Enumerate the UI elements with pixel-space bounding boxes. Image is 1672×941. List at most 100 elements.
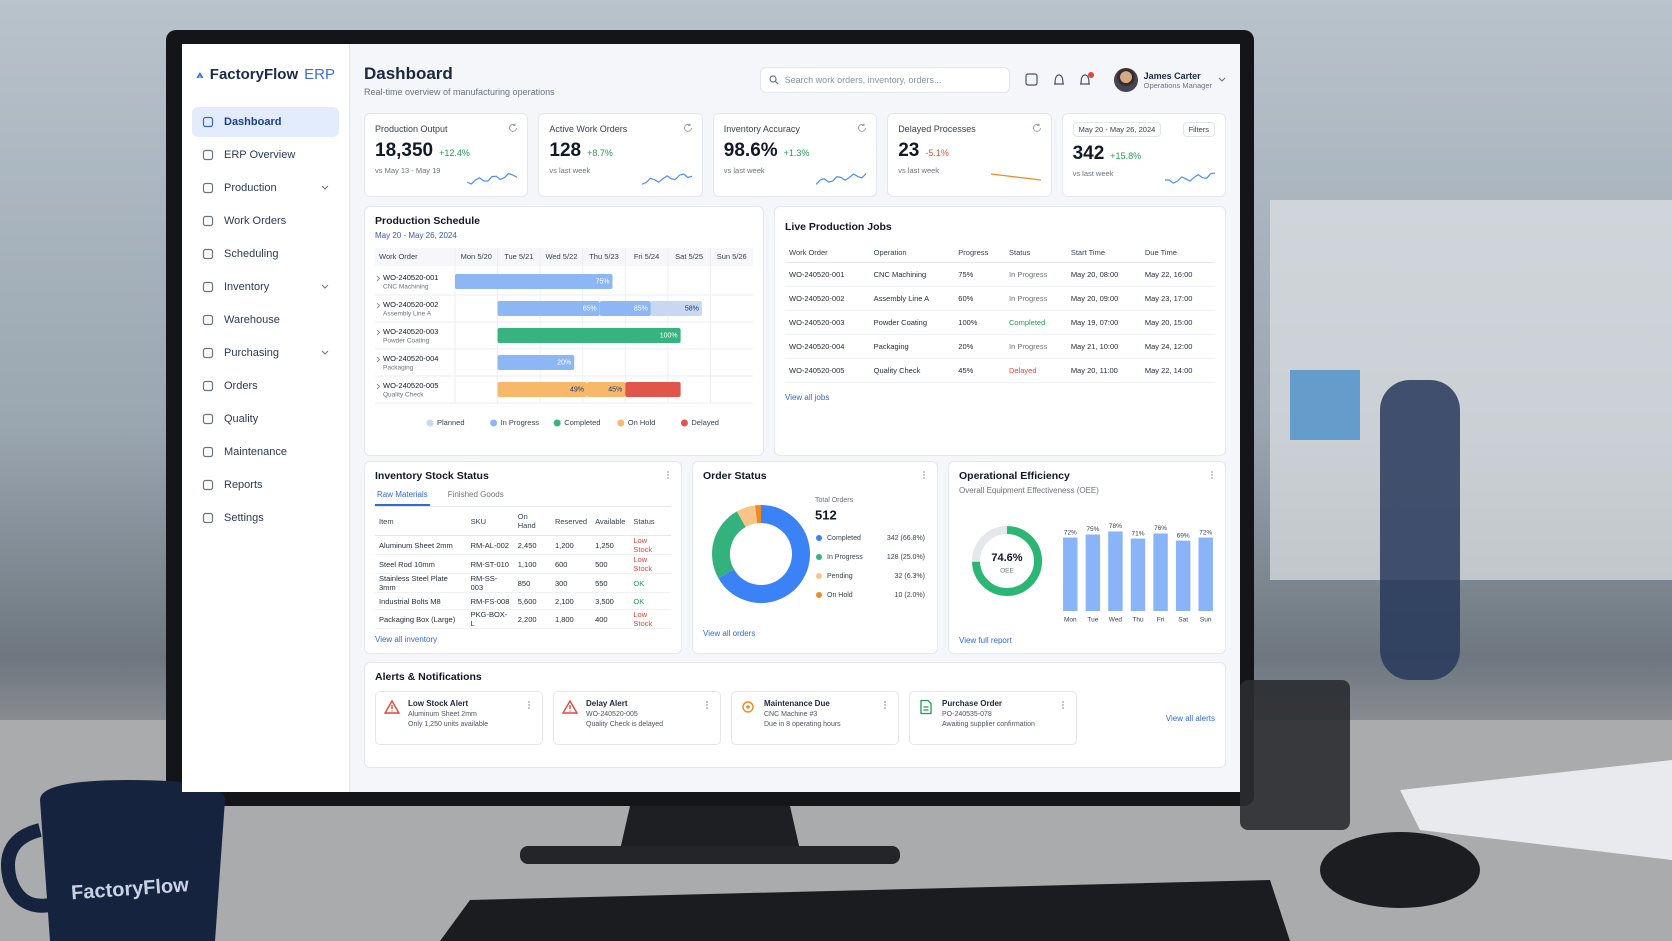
legend-dot	[490, 419, 498, 427]
donut-chart: Total Orders 512 Completed 342 (66.8%) In Pr…	[712, 497, 925, 603]
nav-icon	[202, 149, 214, 161]
oee-bar	[1198, 537, 1213, 611]
more-menu[interactable]	[881, 701, 889, 709]
header-icons[interactable]	[1024, 71, 1100, 89]
inventory-table: Item SKU On Hand Reserved Available Status Alu…	[375, 507, 671, 629]
chart-link[interactable]: View all orders	[703, 629, 756, 638]
table-row[interactable]: WO-240520-002 Assembly Line A 60% In Progre…	[785, 286, 1215, 311]
x-tick-label: Fri	[1157, 617, 1165, 624]
nav-item[interactable]: Production	[192, 173, 339, 203]
filter-button[interactable]: Filters	[1182, 122, 1215, 137]
bar-label: 75%	[595, 278, 609, 285]
table-cell: 1,800	[550, 609, 592, 629]
alert-icon	[920, 699, 932, 715]
kpi-period: vs May 13 - May 19	[375, 166, 441, 175]
nav-item[interactable]: Reports	[192, 470, 339, 500]
chart-subtitle: Overall Equipment Effectiveness (OEE)	[959, 486, 1099, 495]
brand[interactable]: FactoryFlow ERP	[196, 66, 335, 83]
inventory-link[interactable]: View all inventory	[375, 635, 438, 644]
table-cell: PKG-BOX-L	[466, 609, 514, 629]
user-menu[interactable]: James Carter Operations Manager	[1113, 68, 1226, 92]
nav-item[interactable]: Work Orders	[192, 206, 339, 236]
oee-bar	[1085, 534, 1101, 611]
table-row[interactable]: WO-240520-003 Powder Coating 100% Completed…	[785, 310, 1215, 335]
refresh-icon[interactable]	[1032, 123, 1042, 133]
jobs-link[interactable]: View all jobs	[785, 393, 830, 402]
table-head: Work Order Operation Progress Status Start T…	[785, 243, 1215, 263]
status-row: Inventory Stock Status Raw Materials Fini…	[364, 461, 1226, 654]
kpi-period: vs last week	[898, 166, 940, 175]
nav-item[interactable]: Inventory	[192, 272, 339, 302]
table-cell: Completed	[1004, 310, 1067, 335]
nav-item[interactable]: Purchasing	[192, 338, 339, 368]
nav-item[interactable]: Maintenance	[192, 437, 339, 467]
nav-item[interactable]: Orders	[192, 371, 339, 401]
table-cell: 60%	[954, 286, 1005, 311]
more-menu[interactable]	[1059, 701, 1067, 709]
icon-shape	[742, 701, 754, 713]
table-cell: Low Stock	[629, 609, 671, 629]
chart-link[interactable]: View full report	[959, 636, 1012, 645]
x-tick-label: Sat	[1178, 617, 1188, 624]
nav-icon-shape	[202, 413, 214, 425]
inventory-tab[interactable]: Finished Goods	[447, 490, 504, 499]
date-picker[interactable]: May 20 - May 26, 2024	[1072, 122, 1162, 137]
alert-card[interactable]: Purchase Order PO-240535-078 Awaiting supp…	[909, 691, 1077, 745]
x-tick-label: Wed	[1109, 617, 1123, 624]
more-menu[interactable]	[1208, 471, 1216, 479]
inventory-card: Inventory Stock Status Raw Materials Fini…	[364, 461, 682, 654]
table-cell: Stainless Steel Plate 3mm	[375, 573, 467, 593]
nav-item[interactable]: Quality	[192, 404, 339, 434]
table-row[interactable]: Industrial Bolts M8 RM-FS-008 5,600 2,100 3,…	[375, 592, 671, 610]
alert-title: Delay Alert	[586, 699, 628, 708]
user-info: James Carter Operations Manager	[1144, 71, 1212, 90]
legend-dot	[816, 592, 822, 598]
schedule-title: Production Schedule	[375, 215, 481, 227]
nav-label: Purchasing	[224, 347, 280, 359]
inventory-tab[interactable]: Raw Materials	[375, 490, 430, 506]
table-row[interactable]: Stainless Steel Plate 3mm RM-SS-003 850 300…	[375, 573, 671, 593]
work-order-id: WO-240520-002	[383, 300, 438, 309]
table-row[interactable]: WO-240520-001 CNC Machining 75% In Progress…	[785, 262, 1215, 287]
more-menu[interactable]	[664, 471, 672, 479]
nav-item[interactable]: Warehouse	[192, 305, 339, 335]
sparkline-line	[641, 173, 692, 185]
nav-item[interactable]: Dashboard	[192, 107, 339, 137]
value-label: 75%	[1086, 526, 1099, 533]
alert-body: Low Stock Alert Aluminum Sheet 2mm Only 1,…	[408, 699, 488, 737]
table-row[interactable]: Aluminum Sheet 2mm RM-AL-002 2,450 1,200 1,2…	[375, 535, 671, 555]
table-cell: 550	[591, 573, 630, 593]
nav-item[interactable]: Scheduling	[192, 239, 339, 269]
legend-label: Pending	[827, 573, 853, 580]
nav-icon-shape	[202, 248, 214, 260]
alert-card[interactable]: Delay Alert WO-240520-005 Quality Check is…	[553, 691, 721, 745]
table-cell: 100%	[954, 310, 1005, 335]
refresh-icon[interactable]	[683, 123, 693, 133]
nav-icon	[202, 314, 214, 326]
table-row[interactable]: Packaging Box (Large) PKG-BOX-L 2,200 1,800…	[375, 609, 671, 629]
nav-item[interactable]: Settings	[192, 503, 339, 533]
more-menu[interactable]	[525, 701, 533, 709]
nav-item[interactable]: ERP Overview	[192, 140, 339, 170]
table-row[interactable]: WO-240520-005 Quality Check 45% Delayed May …	[785, 358, 1215, 383]
search-box[interactable]: Search work orders, inventory, orders...	[759, 67, 1010, 93]
bar-label: 100%	[660, 332, 678, 339]
more-menu[interactable]	[920, 471, 928, 479]
refresh-icon[interactable]	[857, 123, 867, 133]
table-cell: RM-FS-008	[466, 592, 514, 610]
alert-card[interactable]: Low Stock Alert Aluminum Sheet 2mm Only 1,…	[375, 691, 543, 745]
refresh-icon[interactable]	[508, 123, 518, 133]
table-cell: In Progress	[1004, 262, 1067, 287]
nav-label: Warehouse	[224, 314, 280, 326]
more-menu[interactable]	[703, 701, 711, 709]
table-row[interactable]: Steel Rod 10mm RM-ST-010 1,100 600 500 Low St…	[375, 554, 671, 574]
table-row[interactable]: WO-240520-004 Packaging 20% In Progress May …	[785, 334, 1215, 359]
nav-label: Work Orders	[224, 215, 287, 227]
table-cell: 2,200	[513, 609, 551, 629]
kpi-value-row: 18,350 +12.4%	[375, 140, 517, 162]
menu-dot	[667, 477, 669, 479]
alerts-link[interactable]: View all alerts	[1165, 713, 1215, 723]
alert-title: Purchase Order	[942, 699, 1003, 708]
alert-card[interactable]: Maintenance Due CNC Machine #3 Due in 8 op…	[731, 691, 899, 745]
work-order-operation: CNC Machining	[383, 284, 429, 291]
